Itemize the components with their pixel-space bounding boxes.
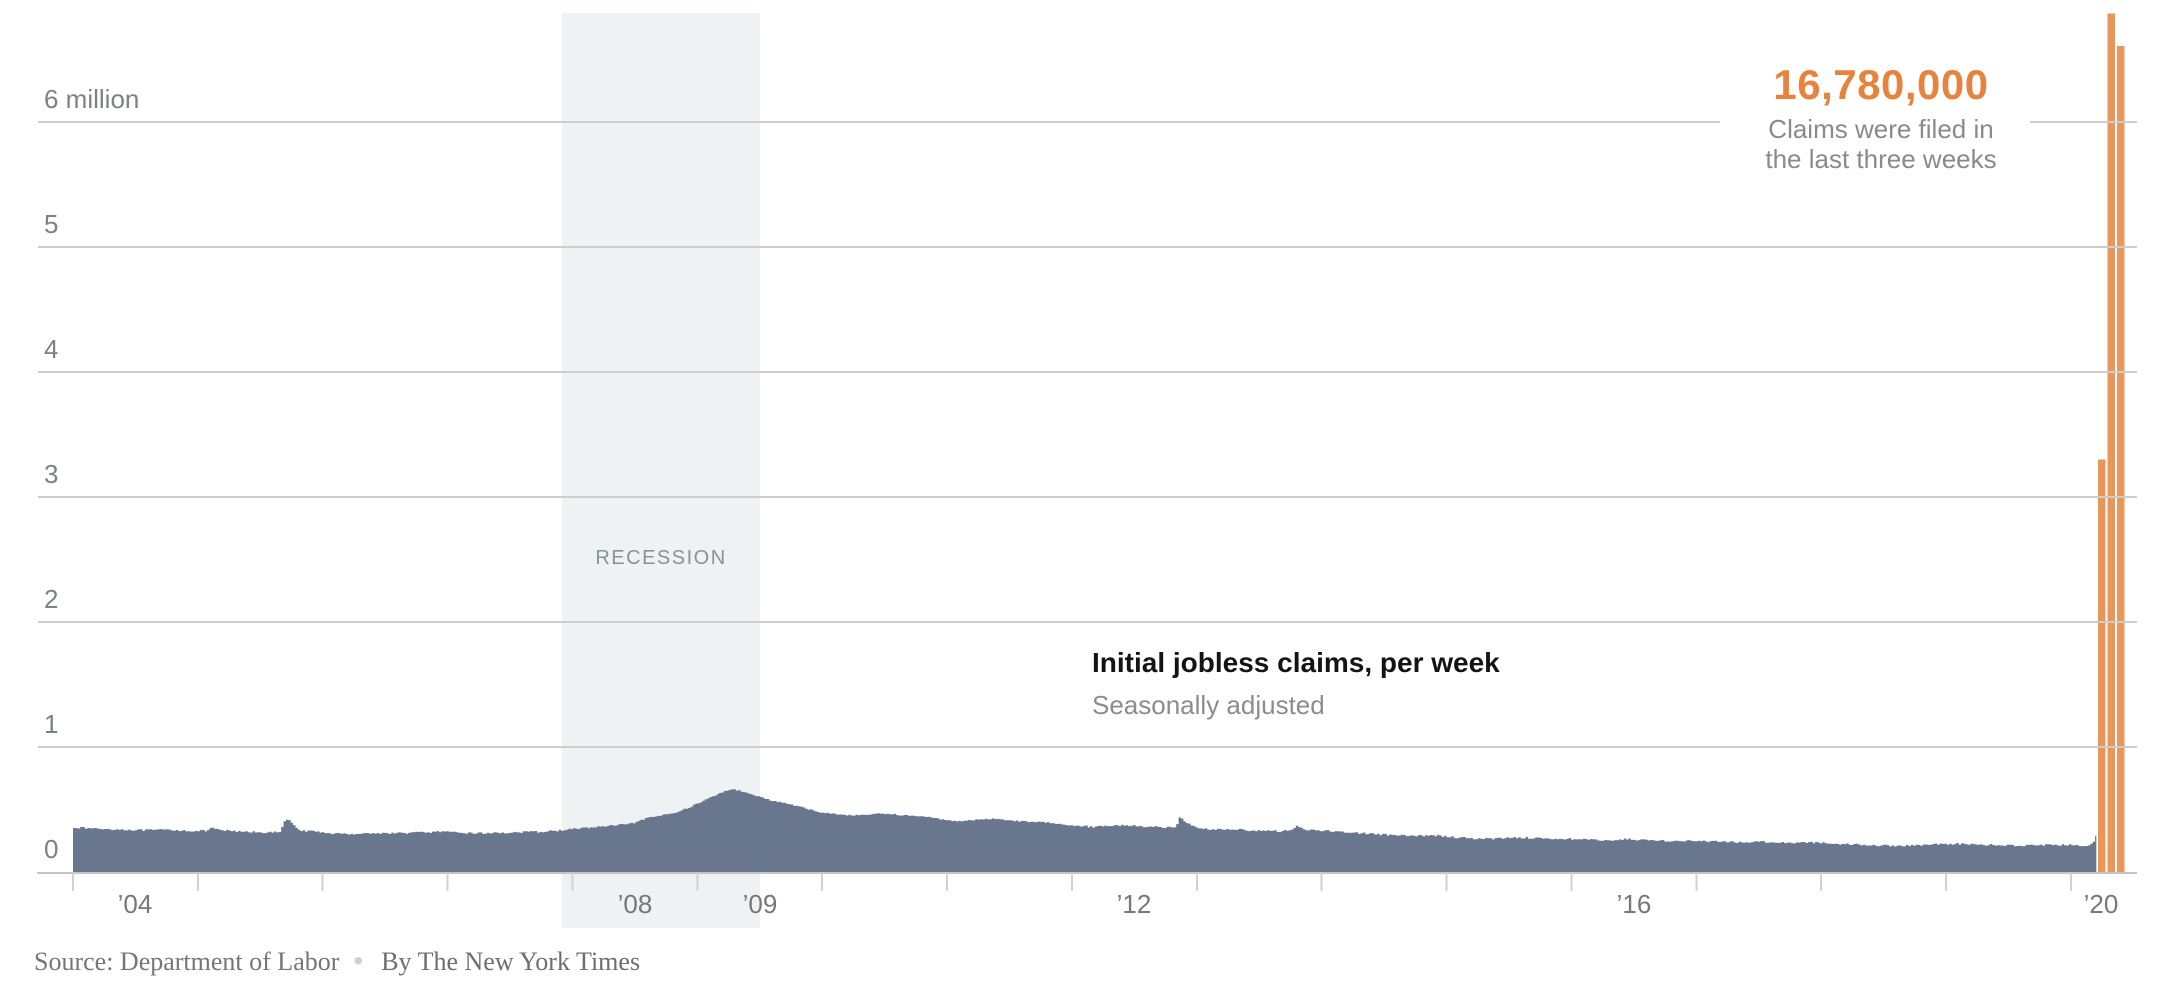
y-axis-label-1: 1 <box>44 709 59 739</box>
jobless-claims-series <box>73 789 2097 872</box>
separator-dot: • <box>353 945 364 976</box>
highlight-caption-line1: Claims were filed in <box>1768 114 1994 144</box>
x-axis-label-12: ’12 <box>1116 889 1152 919</box>
source-text: Source: Department of Labor <box>34 947 340 976</box>
x-axis-label-08: ’08 <box>617 889 653 919</box>
y-axis-label-0: 0 <box>44 834 59 864</box>
x-axis-label-09: ’09 <box>742 889 778 919</box>
y-axis-label-5: 5 <box>44 209 59 239</box>
y-axis-label-2: 2 <box>44 584 59 614</box>
y-axis-label-6-million: 6 million <box>44 84 140 114</box>
x-axis-label-20: ’20 <box>2083 889 2119 919</box>
chart-title: Initial jobless claims, per week <box>1092 647 1500 678</box>
x-axis-label-16: ’16 <box>1616 889 1652 919</box>
y-axis-label-4: 4 <box>44 334 59 364</box>
highlight-caption-line2: the last three weeks <box>1765 144 1997 174</box>
y-axis-label-3: 3 <box>44 459 59 489</box>
source-line: Source: Department of Labor • By The New Y… <box>34 946 640 977</box>
highlight-bar <box>2107 13 2115 873</box>
highlight-caption: Claims were filed in the last three week… <box>1720 114 2042 174</box>
chart-subtitle: Seasonally adjusted <box>1092 690 1325 720</box>
recession-label: RECESSION <box>595 547 727 569</box>
highlight-bar <box>2098 459 2106 872</box>
highlight-bar <box>2117 45 2125 873</box>
byline-text: By The New York Times <box>381 947 641 976</box>
highlight-annotation: 16,780,000 Claims were filed in the last… <box>1720 61 2042 175</box>
highlight-value: 16,780,000 <box>1773 61 1989 108</box>
recession-band <box>562 13 760 928</box>
x-axis-label-04: ’04 <box>117 889 153 919</box>
